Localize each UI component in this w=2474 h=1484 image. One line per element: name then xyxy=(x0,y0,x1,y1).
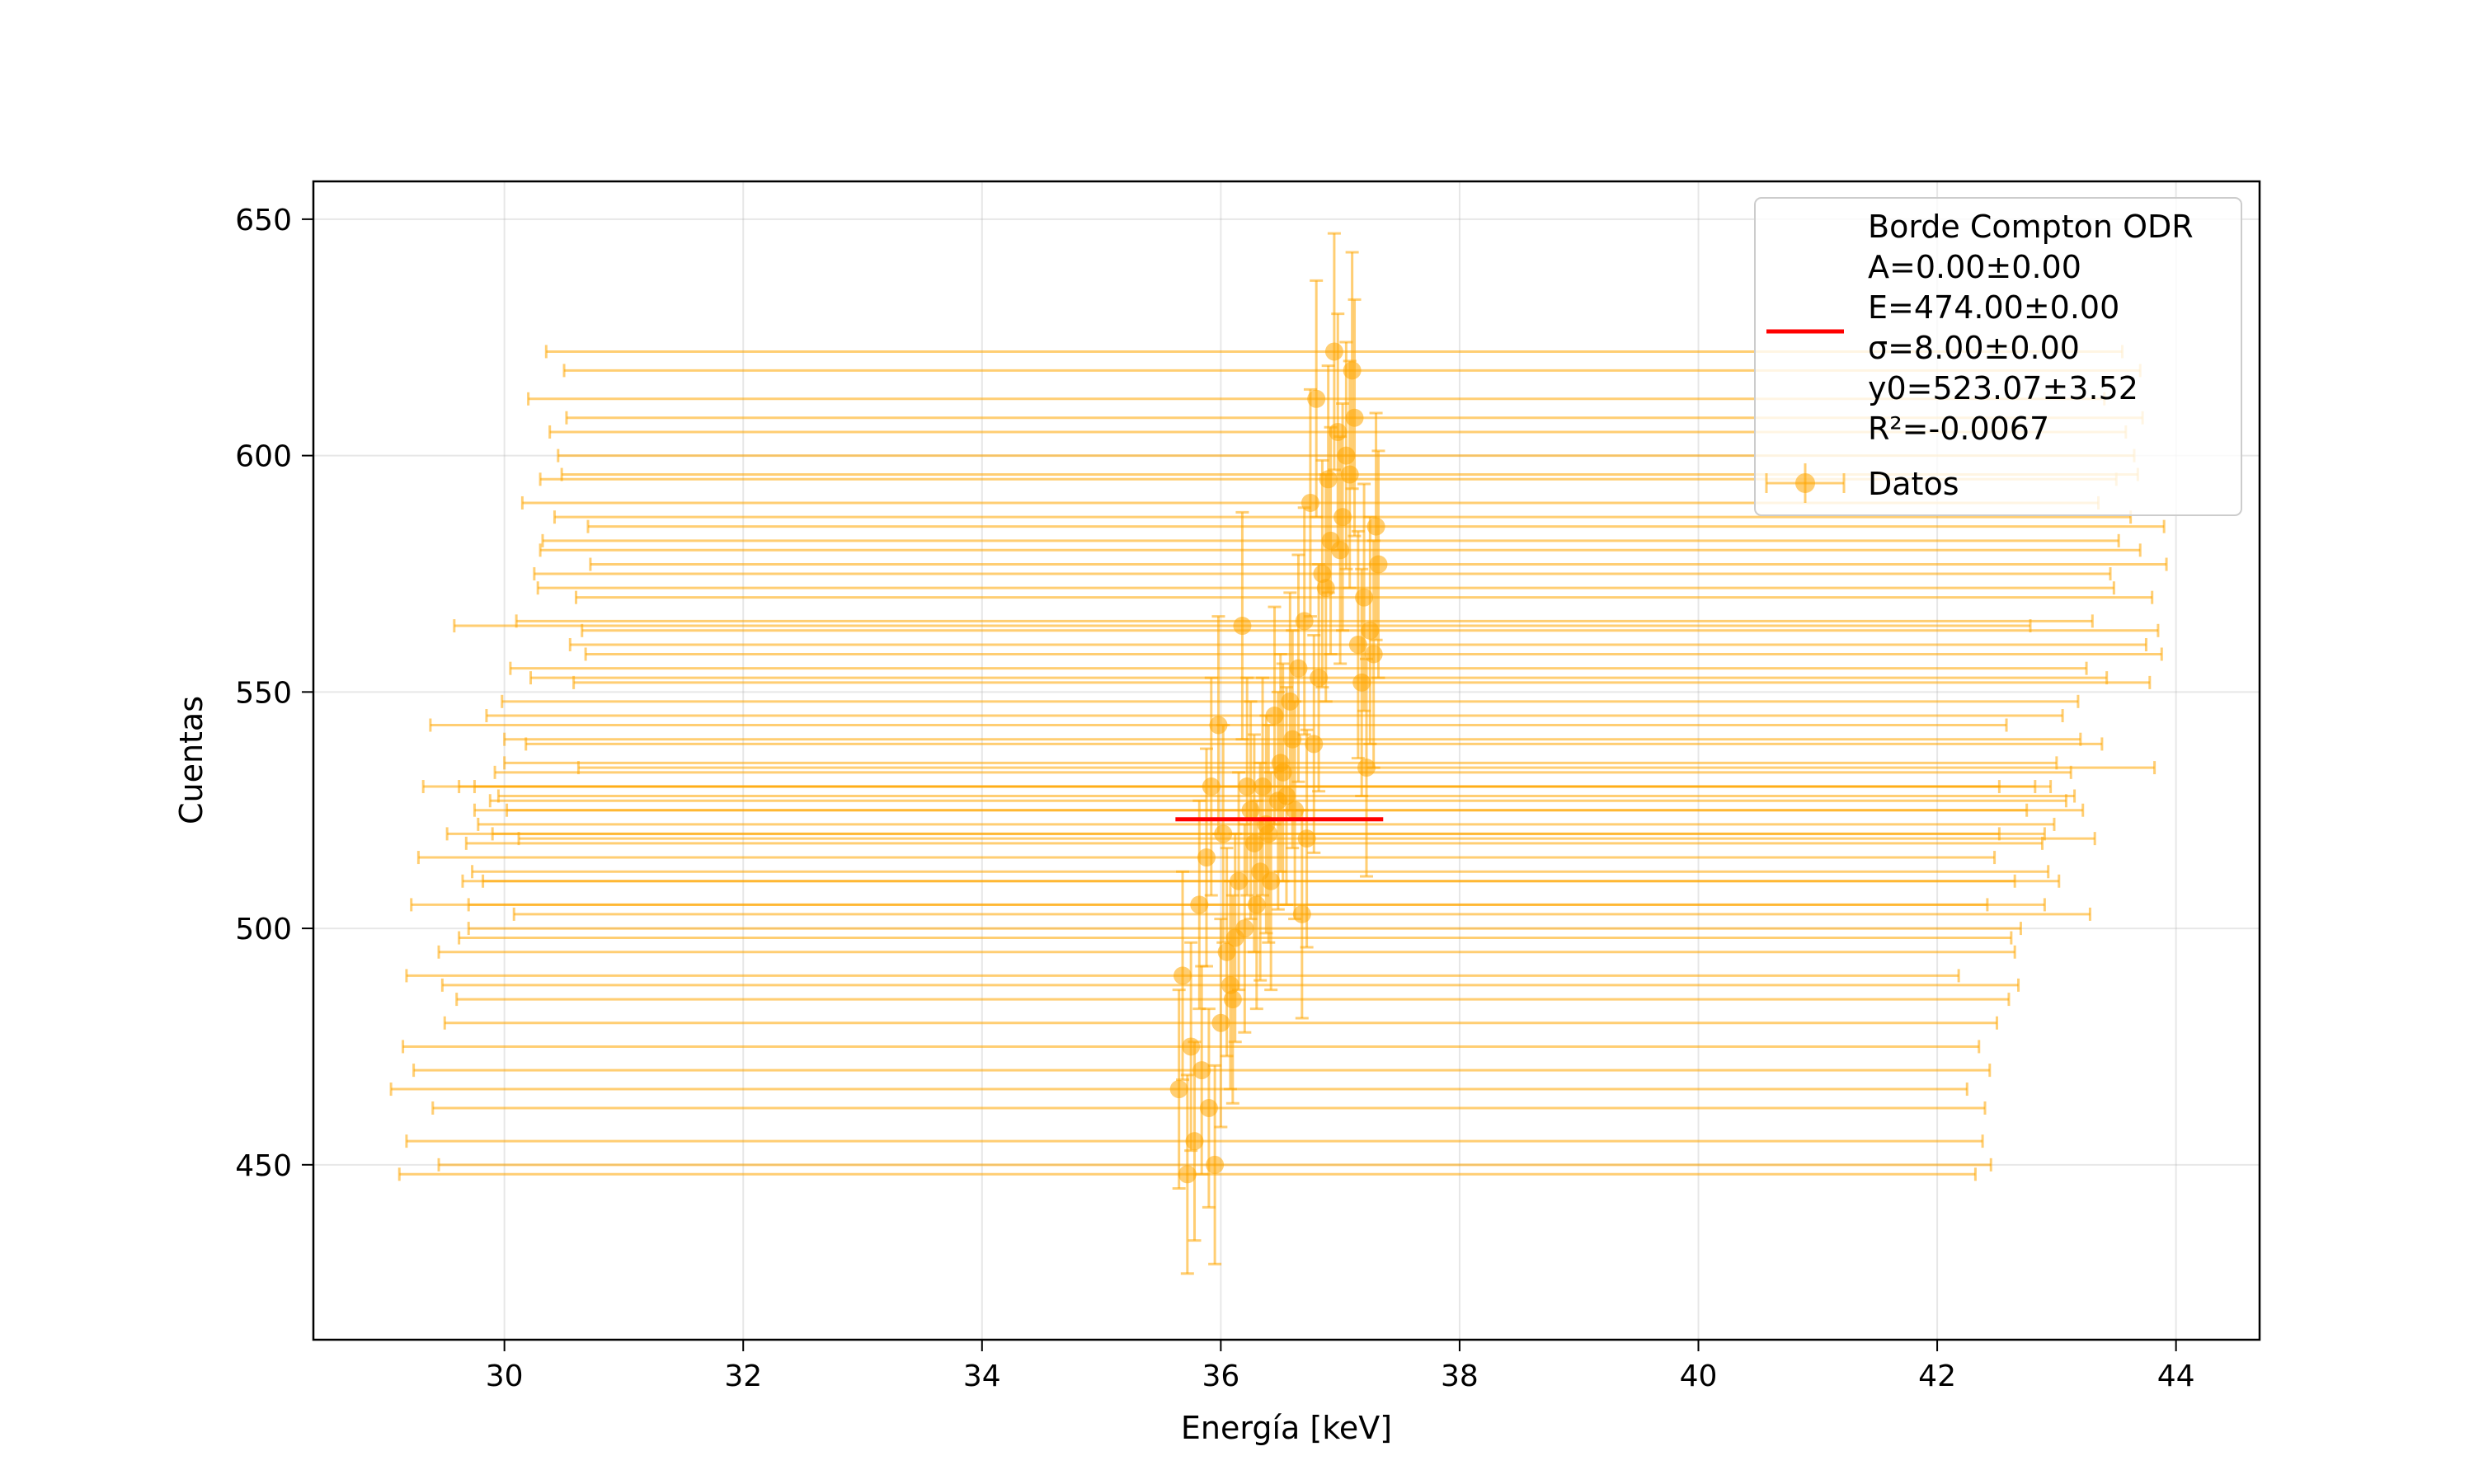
data-marker xyxy=(1343,361,1362,380)
data-point xyxy=(458,676,2037,897)
data-marker xyxy=(1357,758,1376,777)
data-point xyxy=(506,700,2085,921)
y-axis-label: Cuentas xyxy=(173,696,209,824)
data-marker xyxy=(1223,990,1242,1009)
legend: Borde Compton ODR A=0.00±0.00 E=474.00±0… xyxy=(1754,197,2242,516)
y-tick-label: 650 xyxy=(235,204,292,237)
data-point xyxy=(458,832,2013,1044)
data-marker xyxy=(1169,1080,1188,1099)
data-marker xyxy=(1178,1165,1197,1184)
legend-fit-param-e: E=474.00±0.00 xyxy=(1868,289,2119,326)
data-marker xyxy=(1289,659,1308,678)
x-tick-label: 34 xyxy=(963,1360,1001,1393)
data-marker xyxy=(1333,508,1352,527)
x-tick-label: 44 xyxy=(2157,1360,2195,1393)
x-axis-ticks: 30 32 34 36 38 40 42 44 xyxy=(486,1340,2195,1393)
data-marker xyxy=(1238,777,1257,796)
data-marker xyxy=(1182,1037,1201,1056)
y-axis-ticks: 450 500 550 600 650 xyxy=(235,204,313,1183)
x-axis-label: Energía [keV] xyxy=(1181,1410,1392,1446)
data-marker xyxy=(1324,342,1343,361)
x-tick-label: 42 xyxy=(1918,1360,1956,1393)
data-marker xyxy=(1292,904,1311,923)
data-marker xyxy=(1352,673,1371,692)
data-point xyxy=(576,657,2157,878)
plot-frame xyxy=(312,180,2261,1341)
data-marker xyxy=(1262,871,1281,890)
data-point xyxy=(467,823,2022,1034)
data-point xyxy=(584,539,2163,769)
data-marker xyxy=(1340,465,1359,484)
data-marker xyxy=(1221,975,1239,994)
x-tick-label: 38 xyxy=(1441,1360,1479,1393)
data-marker xyxy=(1355,588,1374,607)
data-marker xyxy=(1190,895,1209,914)
data-marker xyxy=(1366,517,1385,536)
legend-fit-r2: R²=-0.0067 xyxy=(1868,411,2049,447)
legend-box xyxy=(1754,197,2242,516)
data-point xyxy=(443,918,1998,1129)
data-marker xyxy=(1197,848,1216,867)
legend-data-swatch xyxy=(1765,463,1846,503)
x-tick-label: 32 xyxy=(724,1360,762,1393)
x-tick-label: 36 xyxy=(1202,1360,1239,1393)
legend-fit-param-a: A=0.00±0.00 xyxy=(1868,249,2081,285)
y-tick-label: 500 xyxy=(235,913,292,946)
data-marker xyxy=(1316,579,1335,598)
x-tick-label: 30 xyxy=(486,1360,524,1393)
data-marker xyxy=(1211,1013,1230,1032)
data-point xyxy=(509,553,2088,783)
data-point xyxy=(517,728,2096,949)
data-point xyxy=(482,771,2061,992)
data-marker xyxy=(1300,493,1319,512)
data-marker xyxy=(1321,531,1340,550)
data-point xyxy=(541,425,2120,655)
data-marker xyxy=(1225,928,1244,947)
data-point xyxy=(575,482,2154,712)
legend-fit-param-sigma: σ=8.00±0.00 xyxy=(1868,330,2080,366)
data-marker xyxy=(1192,1061,1211,1080)
legend-fit-param-y0: y0=523.07±3.52 xyxy=(1868,370,2138,406)
data-marker xyxy=(1364,645,1383,664)
data-marker xyxy=(1305,735,1324,754)
data-point xyxy=(410,799,1989,1011)
data-point xyxy=(402,941,1981,1153)
y-tick-label: 600 xyxy=(235,440,292,474)
data-marker xyxy=(1297,829,1316,848)
data-point xyxy=(553,402,2133,632)
data-marker xyxy=(1319,470,1338,489)
data-marker xyxy=(1329,422,1348,441)
data-point xyxy=(572,567,2152,798)
data-marker xyxy=(1268,791,1287,810)
data-marker xyxy=(1369,555,1388,574)
data-marker xyxy=(1307,389,1326,408)
data-marker xyxy=(1199,1099,1218,1117)
data-marker xyxy=(1233,617,1252,636)
y-tick-label: 450 xyxy=(235,1149,292,1183)
data-point xyxy=(437,1064,1992,1266)
data-marker xyxy=(1286,801,1305,819)
legend-fit-name: Borde Compton ODR xyxy=(1868,209,2194,245)
data-marker xyxy=(1206,1155,1225,1174)
data-marker xyxy=(1174,966,1192,985)
y-tick-label: 550 xyxy=(235,676,292,710)
legend-data-label: Datos xyxy=(1868,466,1959,502)
data-marker xyxy=(1345,408,1364,427)
x-tick-label: 40 xyxy=(1680,1360,1718,1393)
data-point xyxy=(431,1007,1987,1209)
